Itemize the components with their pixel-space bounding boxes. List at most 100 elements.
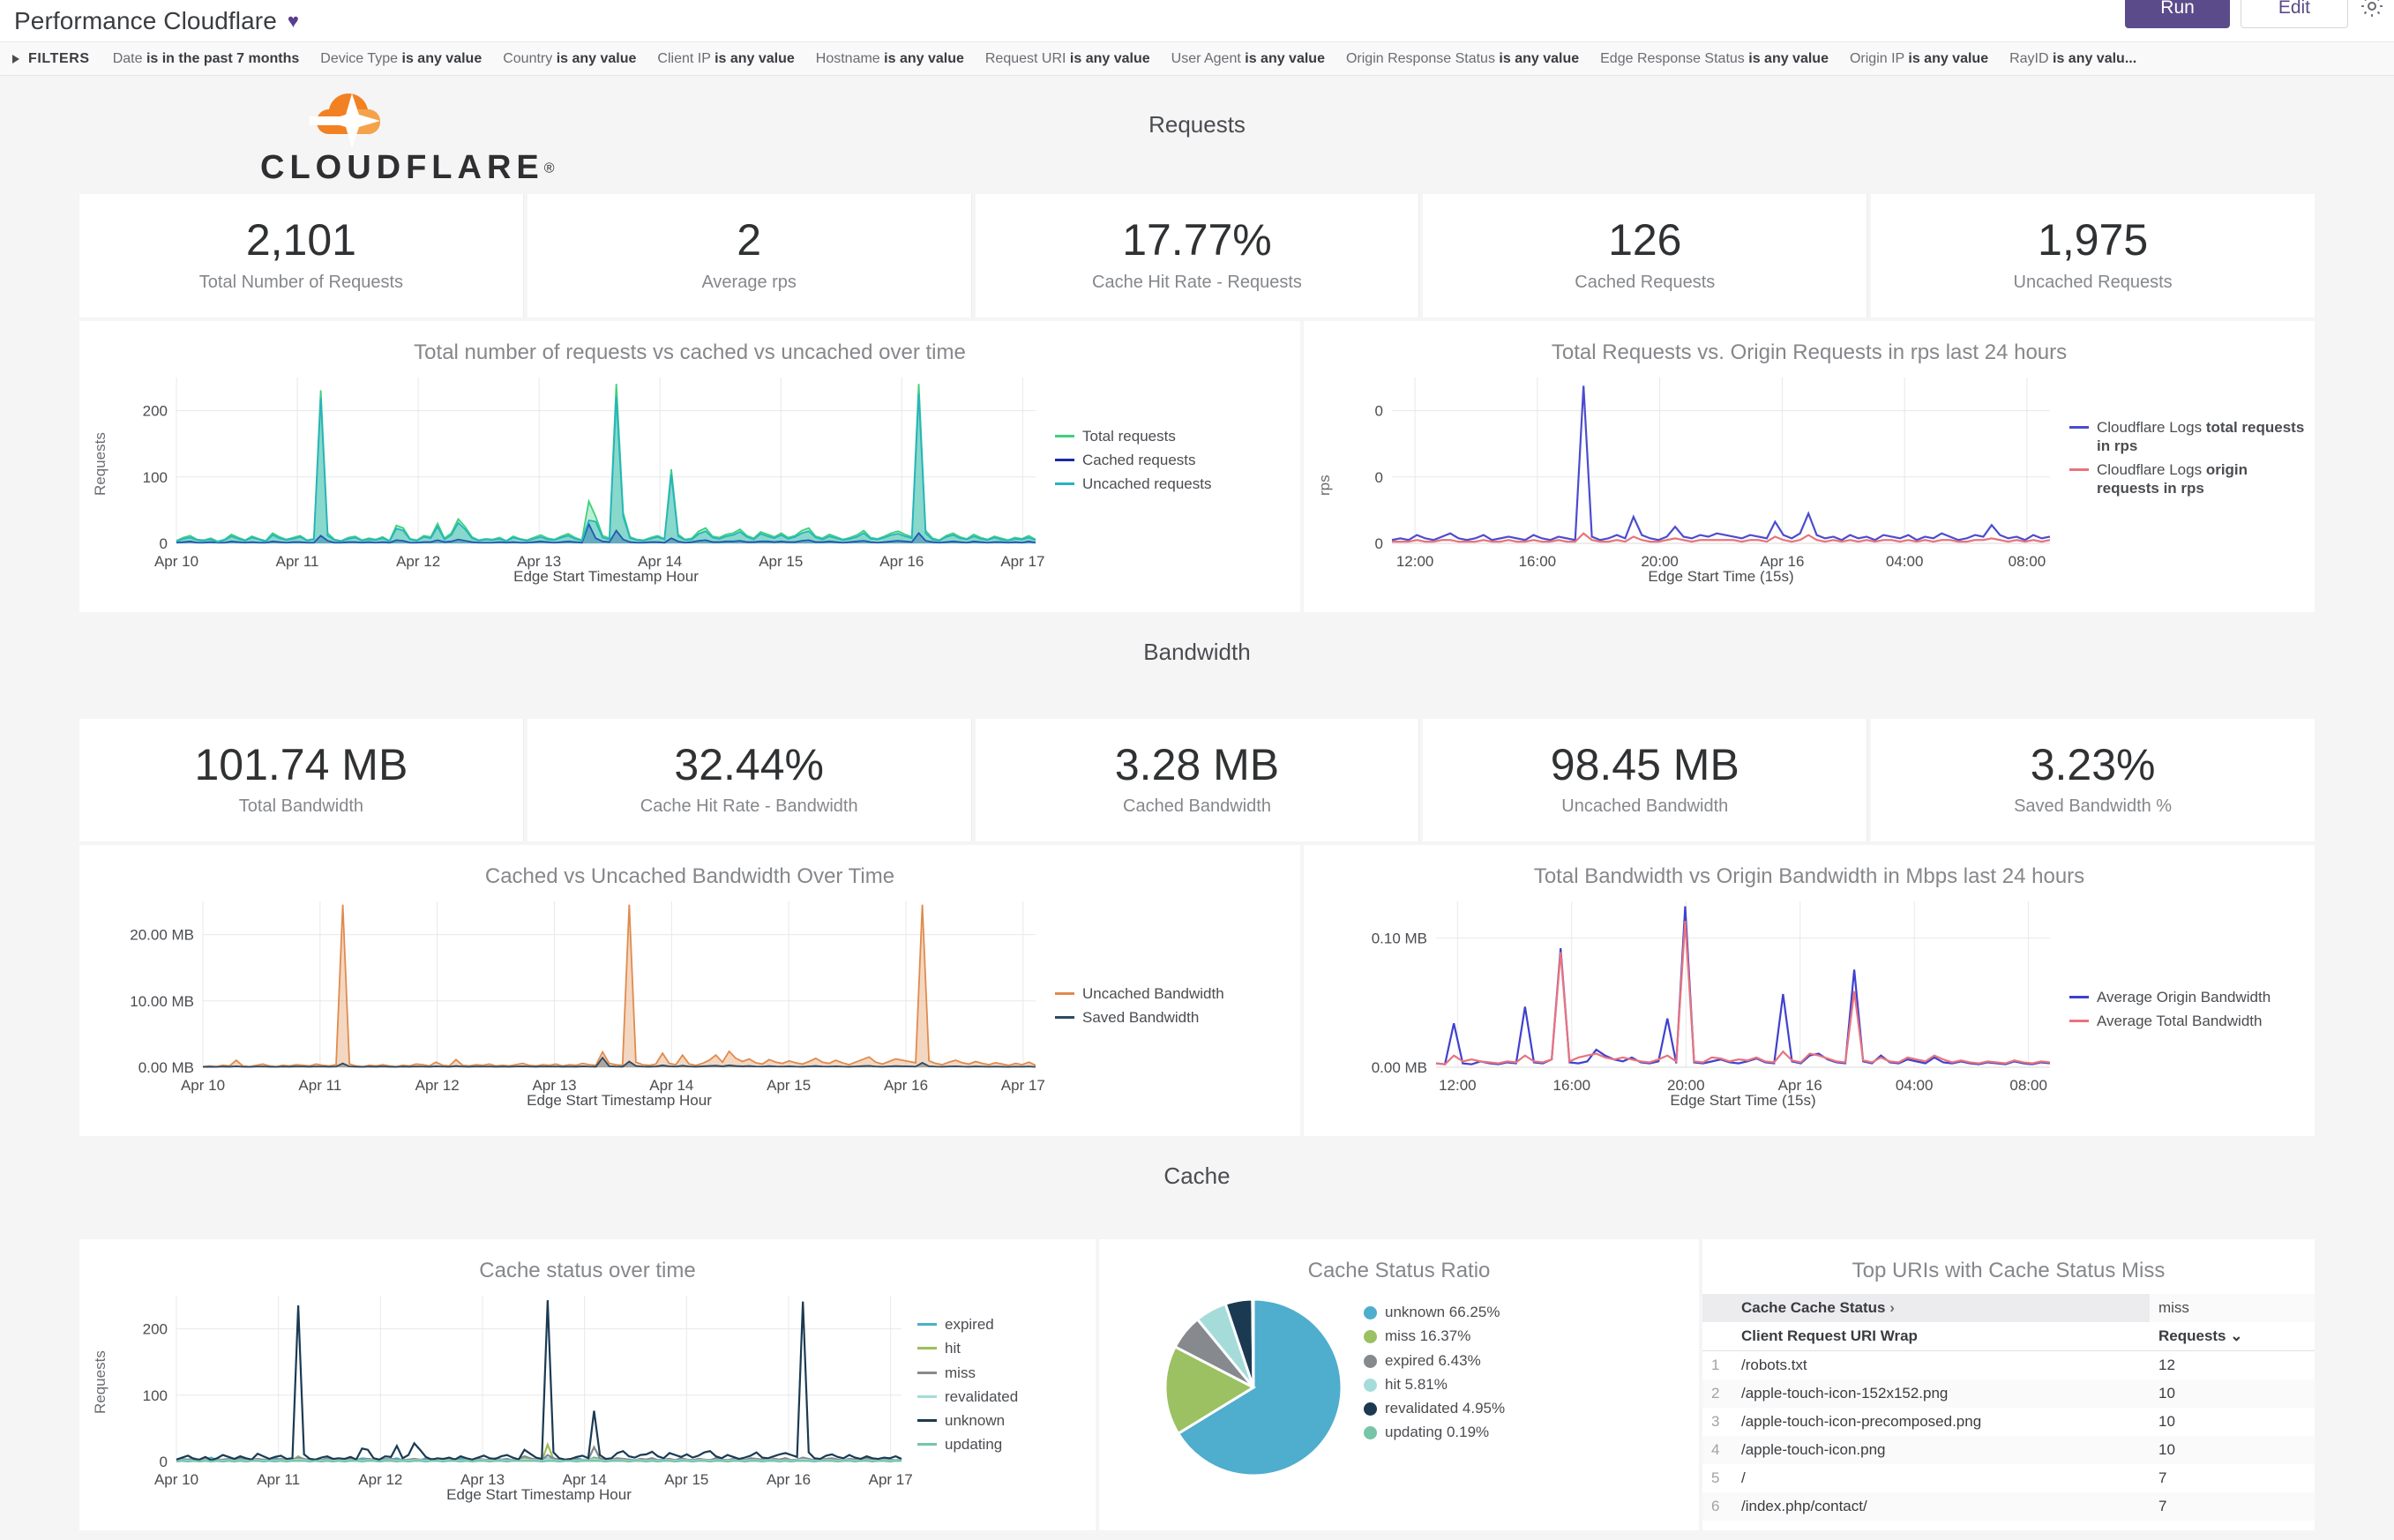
legend-item[interactable]: unknown 66.25% [1364,1303,1505,1321]
table-row[interactable]: 6 /index.php/contact/ 7 [1702,1492,2315,1521]
legend-item[interactable]: hit [917,1339,1090,1357]
kpi-total-requests[interactable]: 2,101 Total Number of Requests [79,194,524,318]
table-card-top-uris[interactable]: Top URIs with Cache Status Miss Cache Ca… [1702,1239,2315,1530]
legend-item[interactable]: Average Origin Bandwidth [2069,988,2309,1006]
kpi-saved-bandwidth-pct[interactable]: 3.23% Saved Bandwidth % [1871,718,2315,841]
table-row[interactable]: 5 / 7 [1702,1464,2315,1492]
legend-swatch [1055,1016,1074,1020]
filters-toggle[interactable]: FILTERS [12,51,90,67]
cloudflare-cloud-icon [310,93,380,148]
edit-button[interactable]: Edit [2240,0,2348,28]
chart-card-bandwidth-over-time[interactable]: Cached vs Uncached Bandwidth Over Time 0… [79,845,1300,1136]
legend-swatch [2069,996,2089,998]
legend-item[interactable]: hit 5.81% [1364,1375,1505,1394]
svg-text:0: 0 [160,1454,168,1470]
kpi-cached-requests[interactable]: 126 Cached Requests [1423,194,1868,318]
chevron-right-icon [12,54,19,64]
kpi-cache-hit-rate-bandwidth[interactable]: 32.44% Cache Hit Rate - Bandwidth [527,718,972,841]
legend-swatch [2069,425,2089,429]
legend-item[interactable]: Cloudflare Logs origin requests in rps [2069,460,2309,498]
row-number: 3 [1711,1413,1720,1430]
filter-chip-origin-response-status[interactable]: Origin Response Status is any value [1345,50,1580,66]
legend-item[interactable]: Saved Bandwidth [1055,1008,1295,1027]
chart-card-bandwidth-mbps[interactable]: Total Bandwidth vs Origin Bandwidth in M… [1304,845,2315,1136]
table-row[interactable]: 3 /apple-touch-icon-precomposed.png 10 [1702,1408,2315,1436]
filter-chip-rayid[interactable]: RayID is any valu... [2009,50,2137,66]
chart-card-cache-status-ratio[interactable]: Cache Status Ratio unknown 66.25% miss 16… [1099,1239,1699,1530]
legend-item[interactable]: expired 6.43% [1364,1351,1505,1370]
filter-chip-client-ip[interactable]: Client IP is any value [657,50,795,66]
table-row[interactable]: 1 /robots.txt 12 [1702,1351,2315,1380]
filter-chip-country[interactable]: Country is any value [503,50,637,66]
table-row[interactable]: 2 /apple-touch-icon-152x152.png 10 [1702,1379,2315,1408]
bandwidth-chart-row: Cached vs Uncached Bandwidth Over Time 0… [79,845,2315,1136]
kpi-label: Cached Requests [1575,272,1716,292]
legend-item[interactable]: Cached requests [1055,451,1295,469]
legend-item[interactable]: revalidated 4.95% [1364,1399,1505,1417]
kpi-value: 2,101 [245,215,356,265]
requests-chart-row: Total number of requests vs cached vs un… [79,320,2315,612]
svg-text:16:00: 16:00 [1519,553,1557,570]
filter-chip-hostname[interactable]: Hostname is any value [815,50,964,66]
cell-requests: 12 [2158,1357,2175,1373]
svg-text:Apr 10: Apr 10 [181,1077,225,1094]
chart-legend: Average Origin Bandwidth Average Total Ba… [2069,988,2309,1036]
legend-item[interactable]: unknown [917,1411,1090,1430]
legend-item[interactable]: updating 0.19% [1364,1423,1505,1441]
svg-text:Apr 14: Apr 14 [638,553,682,570]
svg-text:Apr 13: Apr 13 [532,1077,576,1094]
legend-label: Cloudflare Logs origin requests in rps [2097,461,2248,497]
gear-icon[interactable] [2359,0,2385,24]
filter-chip-origin-ip[interactable]: Origin IP is any value [1849,50,1989,66]
filter-chip-request-uri[interactable]: Request URI is any value [984,50,1150,66]
svg-text:Apr 15: Apr 15 [759,553,803,570]
filter-chip-user-agent[interactable]: User Agent is any value [1171,50,1325,66]
svg-text:20.00 MB: 20.00 MB [130,927,194,944]
legend-label: hit 5.81% [1385,1375,1448,1393]
kpi-cache-hit-rate-requests[interactable]: 17.77% Cache Hit Rate - Requests [975,194,1420,318]
filter-chip-edge-response-status[interactable]: Edge Response Status is any value [1600,50,1829,66]
kpi-label: Saved Bandwidth % [2014,796,2173,816]
heart-icon[interactable]: ♥ [287,9,299,32]
kpi-average-rps[interactable]: 2 Average rps [527,194,972,318]
legend-item[interactable]: expired [917,1315,1090,1334]
legend-item[interactable]: Average Total Bandwidth [2069,1012,2309,1030]
legend-item[interactable]: Uncached requests [1055,475,1295,493]
chart-card-requests-rps[interactable]: Total Requests vs. Origin Requests in rp… [1304,320,2315,612]
legend-item[interactable]: Uncached Bandwidth [1055,984,1295,1003]
chart-card-requests-over-time[interactable]: Total number of requests vs cached vs un… [79,320,1300,612]
chart-legend: expired hit miss revalidated unknown updating [917,1315,1090,1460]
cell-requests: 10 [2158,1441,2175,1458]
svg-text:Apr 14: Apr 14 [563,1471,607,1488]
legend-swatch [1055,992,1074,995]
kpi-label: Total Bandwidth [238,796,363,816]
legend-item[interactable]: Total requests [1055,427,1295,445]
legend-item[interactable]: updating [917,1435,1090,1454]
table-row[interactable]: 4 /apple-touch-icon.png 10 [1702,1436,2315,1464]
legend-label: Uncached requests [1082,475,1212,492]
svg-text:Apr 11: Apr 11 [276,553,319,570]
legend-item[interactable]: miss 16.37% [1364,1327,1505,1345]
svg-text:08:00: 08:00 [2009,1077,2047,1094]
kpi-uncached-bandwidth[interactable]: 98.45 MB Uncached Bandwidth [1423,718,1868,841]
legend-item[interactable]: revalidated [917,1387,1090,1406]
svg-text:Apr 13: Apr 13 [460,1471,505,1488]
group-header-cell[interactable]: Cache Cache Status › [1732,1294,2150,1322]
legend-swatch [1364,1354,1377,1368]
brand-and-requests-header: CLOUDFLARE® Requests [79,76,2315,191]
kpi-cached-bandwidth[interactable]: 3.28 MB Cached Bandwidth [975,718,1420,841]
cell-requests: 7 [2158,1498,2167,1514]
svg-text:200: 200 [143,1321,168,1338]
filter-chip-date[interactable]: Date is in the past 7 months [112,50,300,66]
chart-plot-area: unknown 66.25% miss 16.37% expired 6.43% hi… [1099,1283,1699,1504]
column-header-uri[interactable]: Client Request URI Wrap [1732,1322,2150,1351]
bandwidth-kpi-row: 101.74 MB Total Bandwidth 32.44% Cache H… [79,718,2315,841]
kpi-total-bandwidth[interactable]: 101.74 MB Total Bandwidth [79,718,524,841]
column-header-requests[interactable]: Requests ⌄ [2149,1322,2315,1351]
legend-item[interactable]: miss [917,1364,1090,1382]
kpi-uncached-requests[interactable]: 1,975 Uncached Requests [1871,194,2315,318]
legend-item[interactable]: Cloudflare Logs total requests in rps [2069,418,2309,456]
filter-chip-device-type[interactable]: Device Type is any value [320,50,483,66]
chart-card-cache-status-over-time[interactable]: Cache status over time 0 100 200 Apr 10 Apr … [79,1239,1096,1530]
run-button[interactable]: Run [2125,0,2230,28]
